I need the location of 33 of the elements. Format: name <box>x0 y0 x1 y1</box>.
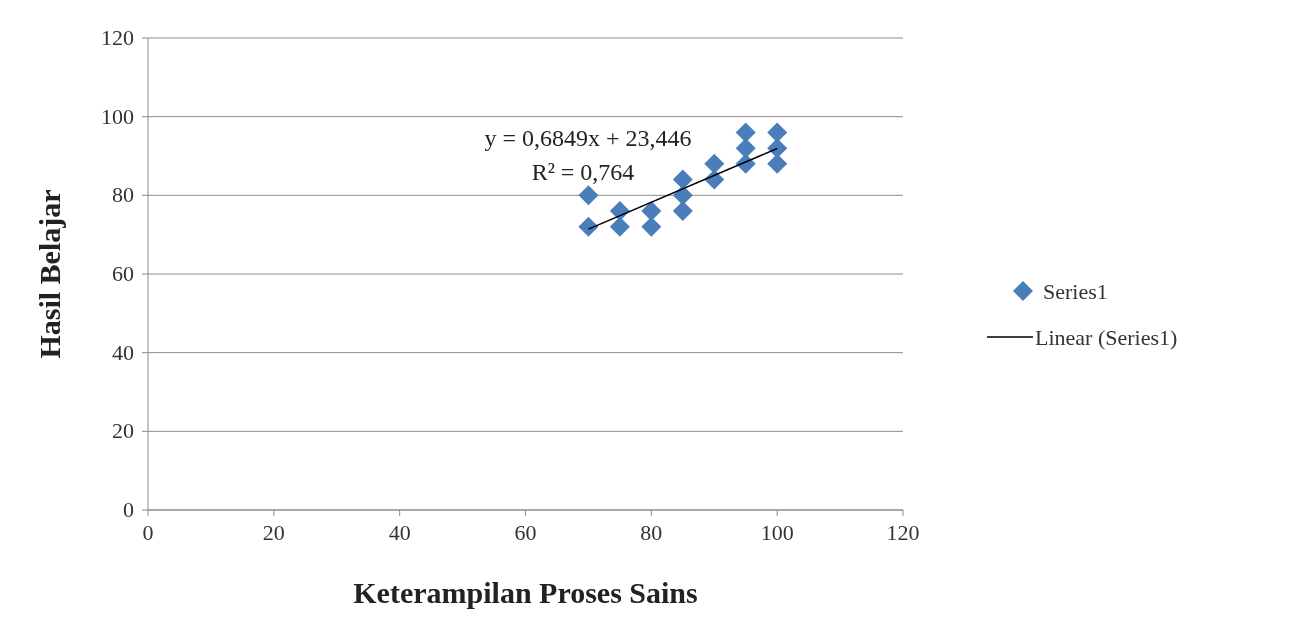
y-axis-title: Hasil Belajar <box>33 189 66 359</box>
legend-label: Series1 <box>1043 279 1108 304</box>
y-tick-label: 0 <box>123 497 134 522</box>
point <box>767 122 788 143</box>
point <box>735 122 756 143</box>
y-tick-label: 40 <box>112 339 134 365</box>
x-tick-label: 120 <box>886 520 920 545</box>
legend-label: Linear (Series1) <box>1035 325 1178 350</box>
y-tick-label: 20 <box>112 418 134 444</box>
x-tick-label: 0 <box>142 520 154 545</box>
y-tick-label: 100 <box>101 103 134 129</box>
point <box>641 201 662 222</box>
x-tick-label: 40 <box>388 520 411 545</box>
point <box>672 201 693 222</box>
point <box>735 138 756 159</box>
annotation: y = 0,6849x + 23,446 <box>484 125 692 151</box>
point <box>767 153 788 174</box>
y-tick-label: 80 <box>112 182 134 208</box>
point <box>578 185 599 206</box>
point <box>578 216 599 237</box>
point <box>767 138 788 159</box>
x-tick-label: 80 <box>640 520 663 545</box>
point <box>704 153 725 174</box>
point <box>609 216 630 237</box>
y-tick-label: 120 <box>101 25 134 50</box>
x-tick-label: 100 <box>760 520 794 545</box>
point <box>672 169 693 190</box>
x-tick-label: 20 <box>262 520 285 545</box>
y-tick-label: 60 <box>112 261 134 286</box>
point <box>641 216 662 237</box>
x-axis-title: Keterampilan Proses Sains <box>353 576 698 609</box>
annotation: R² = 0,764 <box>531 159 635 185</box>
x-tick-label: 60 <box>514 520 537 545</box>
